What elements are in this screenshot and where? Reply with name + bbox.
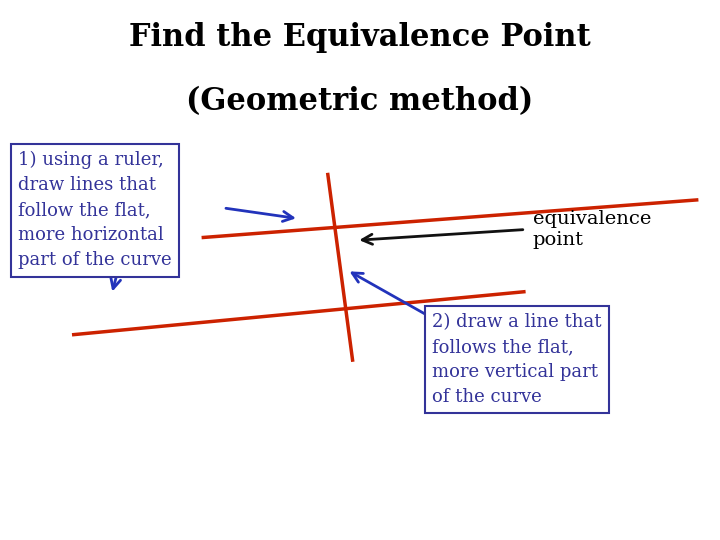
- Text: equivalence
point: equivalence point: [533, 210, 651, 249]
- Text: 2) draw a line that
follows the flat,
more vertical part
of the curve: 2) draw a line that follows the flat, mo…: [432, 313, 601, 406]
- Text: Find the Equivalence Point: Find the Equivalence Point: [129, 22, 591, 52]
- Text: (Geometric method): (Geometric method): [186, 86, 534, 117]
- Text: 1) using a ruler,
draw lines that
follow the flat,
more horizontal
part of the c: 1) using a ruler, draw lines that follow…: [18, 151, 171, 269]
